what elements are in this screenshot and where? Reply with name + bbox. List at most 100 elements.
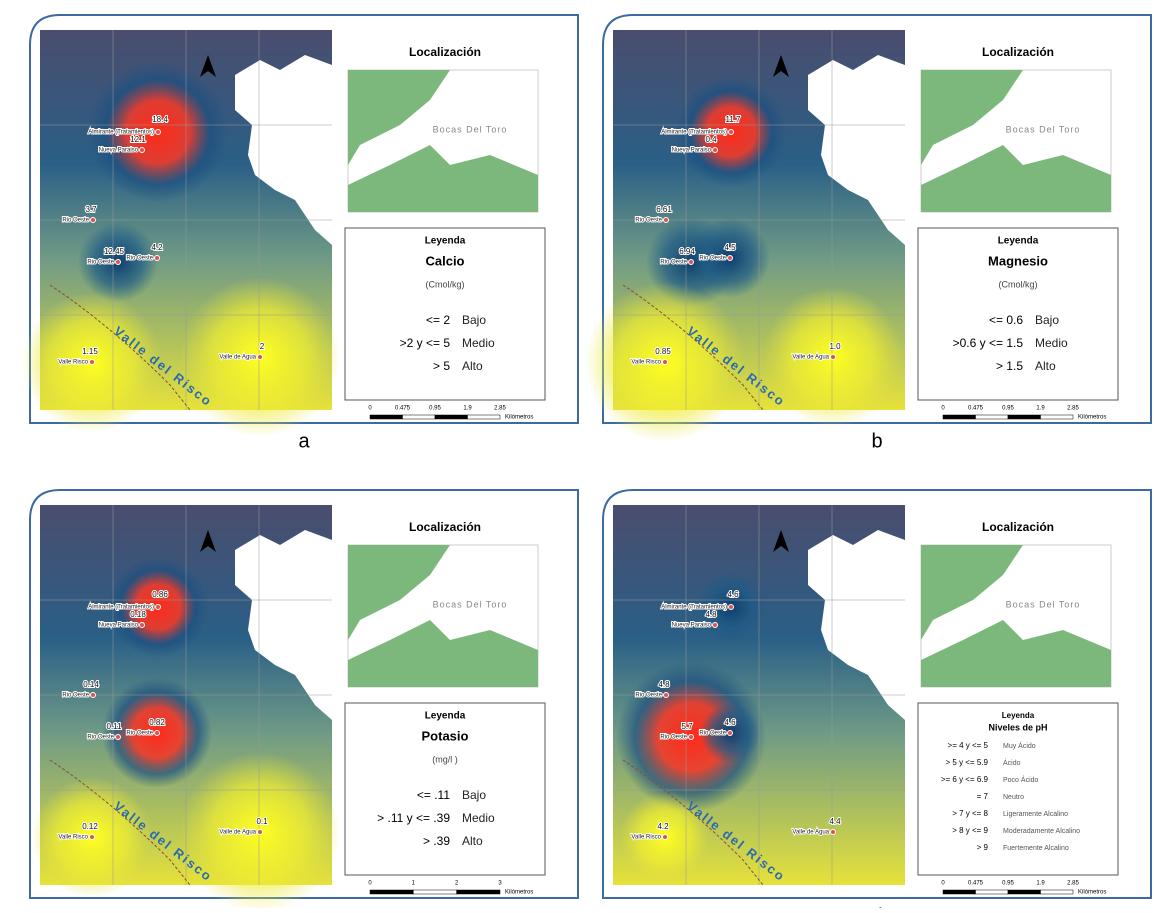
scale-segment	[976, 890, 1009, 894]
legend-class: Bajo	[462, 313, 486, 327]
legend-title: Leyenda	[425, 236, 466, 247]
site-value: 0.82	[149, 718, 165, 727]
site-marker	[90, 835, 95, 840]
scale-tick: 0.95	[1002, 881, 1014, 887]
legend-title: Leyenda	[425, 711, 466, 722]
site-value: 18.4	[152, 115, 168, 124]
site-name: Valle de Agua	[792, 355, 829, 361]
scale-unit: Kilómetros	[505, 890, 533, 896]
site-name: Rio Oeste	[699, 256, 726, 262]
legend-class: Alto	[462, 834, 483, 848]
site-marker	[664, 218, 669, 223]
legend-range: <= 0.6	[989, 313, 1023, 327]
site-value: 0.14	[83, 680, 99, 689]
site-name: Rio Oeste	[126, 256, 153, 262]
legend-range: > 1.5	[996, 359, 1023, 373]
site-name: Valle Risco	[631, 835, 661, 841]
scale-unit: Kilómetros	[1078, 890, 1106, 896]
legend-class: Alto	[462, 359, 483, 373]
site-marker	[729, 605, 734, 610]
site-name: Rio Oeste	[699, 731, 726, 737]
site-value: 11.7	[726, 115, 742, 124]
legend-range: >2 y <= 5	[400, 336, 451, 350]
legend-range: > 8 y <= 9	[952, 826, 988, 835]
legend-range: > 9	[977, 843, 989, 852]
scale-segment	[468, 415, 501, 419]
site-marker	[728, 731, 733, 736]
map: Valle del RiscoAlmirante (Tratamientos)0…	[32, 505, 340, 908]
scale-tick: 2	[455, 881, 459, 887]
scale-segment	[1008, 890, 1041, 894]
site-name: Nueva Paraiso	[99, 623, 139, 629]
site-marker	[258, 355, 263, 360]
site-marker	[831, 830, 836, 835]
site-name: Almirante (Tratamientos)	[661, 130, 727, 136]
site-name: Rio Oeste	[62, 693, 89, 699]
legend-range: > 5	[433, 359, 450, 373]
scale-tick: 0	[368, 881, 372, 887]
site-value: 12.45	[104, 247, 125, 256]
scale-segment	[435, 415, 468, 419]
scale-segment	[1041, 890, 1074, 894]
legend-title: Leyenda	[1002, 711, 1035, 720]
scale-unit: Kilómetros	[1078, 415, 1106, 421]
legend-class: Fuertemente Alcalino	[1003, 845, 1069, 852]
site-value: 0.1	[256, 817, 268, 826]
legend-class: Ligeramente Alcalino	[1003, 811, 1068, 818]
scale-tick: 0.95	[1002, 406, 1014, 412]
legend-range: > 7 y <= 8	[952, 809, 988, 818]
scale-tick: 0	[941, 881, 945, 887]
site-name: Valle Risco	[58, 835, 88, 841]
site-marker	[689, 735, 694, 740]
legend-class: Ácido	[1003, 758, 1021, 767]
scale-segment	[457, 890, 500, 894]
site-marker	[140, 623, 145, 628]
site-name: Valle de Agua	[219, 830, 256, 836]
legend-class: Medio	[462, 336, 495, 350]
legend-range: > .39	[423, 834, 450, 848]
legend-range: > 5 y <= 5.9	[946, 758, 989, 767]
site-name: Nueva Paraiso	[99, 148, 139, 154]
site-name: Valle de Agua	[792, 830, 829, 836]
location-place: Bocas Del Toro	[1006, 124, 1081, 134]
site-value: 1.0	[829, 342, 841, 351]
site-marker	[155, 256, 160, 261]
site-marker	[664, 693, 669, 698]
site-marker	[713, 148, 718, 153]
scale-tick: 1.9	[1036, 881, 1045, 887]
location-place: Bocas Del Toro	[1006, 599, 1081, 609]
site-marker	[258, 830, 263, 835]
figure: Valle del RiscoAlmirante (Tratamientos)1…	[0, 0, 1154, 908]
scale-tick: 1.9	[1036, 406, 1045, 412]
site-name: Valle Risco	[58, 360, 88, 366]
site-value: 4.8	[705, 610, 717, 619]
scale-tick: 1.9	[463, 406, 472, 412]
scale-segment	[413, 890, 456, 894]
scale-segment	[1041, 415, 1074, 419]
scale-segment	[370, 890, 413, 894]
site-name: Nueva Paraiso	[672, 148, 712, 154]
site-value: 4.4	[829, 817, 841, 826]
site-value: 0.11	[107, 722, 123, 731]
scale-segment	[1008, 415, 1041, 419]
legend-variable: Calcio	[425, 253, 464, 268]
location-place: Bocas Del Toro	[433, 599, 508, 609]
site-marker	[728, 256, 733, 261]
site-name: Almirante (Tratamientos)	[661, 605, 727, 611]
site-name: Rio Oeste	[87, 260, 114, 266]
scale-tick: 2.85	[1067, 406, 1079, 412]
legend-class: Muy Ácido	[1003, 741, 1036, 750]
legend-title: Leyenda	[998, 236, 1039, 247]
site-value: 6.94	[679, 247, 695, 256]
legend-class: Alto	[1035, 359, 1056, 373]
site-marker	[156, 130, 161, 135]
site-value: 4.6	[727, 590, 739, 599]
site-value: 0.12	[82, 822, 98, 831]
scale-tick: 0.475	[968, 406, 984, 412]
scale-tick: 0.475	[395, 406, 411, 412]
site-value: 4.8	[658, 680, 670, 689]
location-title: Localización	[409, 45, 481, 59]
